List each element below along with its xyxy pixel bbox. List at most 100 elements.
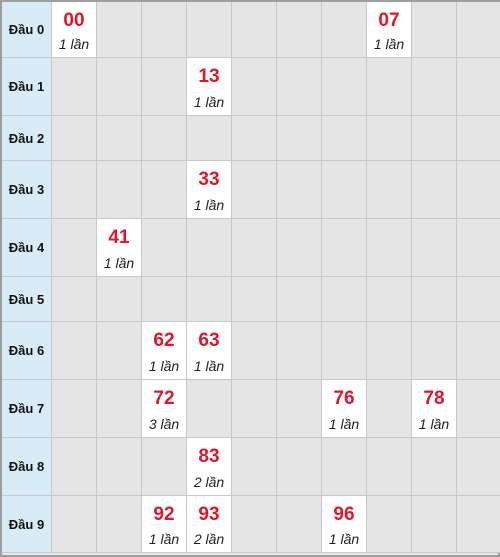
lottery-number: 62: [153, 330, 175, 351]
occurrence-count: 3 lần: [148, 416, 180, 432]
empty-cell: [97, 58, 142, 116]
empty-cell: [412, 116, 457, 161]
number-cell: 63 1 lần: [187, 322, 232, 380]
occurrence-count: 2 lần: [193, 474, 225, 490]
empty-cell: [457, 277, 500, 322]
occurrence-count: 1 lần: [193, 197, 225, 213]
occurrence-count: 1 lần: [193, 358, 225, 374]
empty-cell: [52, 58, 97, 116]
empty-cell: [187, 2, 232, 58]
row-header: Đầu 3: [2, 161, 52, 219]
number-cell: 96 1 lần: [322, 496, 367, 553]
table-row: Đầu 9 92 1 lần 93 2 lần 96 1 lần: [2, 496, 500, 553]
empty-cell: [322, 116, 367, 161]
row-header: Đầu 4: [2, 219, 52, 277]
empty-cell: [97, 322, 142, 380]
lottery-number: 41: [108, 227, 130, 248]
empty-cell: [277, 322, 322, 380]
number-cell: 13 1 lần: [187, 58, 232, 116]
empty-cell: [232, 219, 277, 277]
empty-cell: [367, 219, 412, 277]
number-cell: 72 3 lần: [142, 380, 187, 438]
row-header: Đầu 1: [2, 58, 52, 116]
empty-cell: [457, 58, 500, 116]
empty-cell: [277, 58, 322, 116]
number-cell: 00 1 lần: [52, 2, 97, 58]
empty-cell: [187, 277, 232, 322]
table-row: Đầu 0 00 1 lần 07 1 lần: [2, 2, 500, 58]
empty-cell: [412, 322, 457, 380]
occurrence-count: 1 lần: [58, 36, 90, 52]
table-row: Đầu 4 41 1 lần: [2, 219, 500, 277]
empty-cell: [277, 496, 322, 553]
row-header: Đầu 9: [2, 496, 52, 553]
empty-cell: [412, 2, 457, 58]
number-cell: 78 1 lần: [412, 380, 457, 438]
empty-cell: [97, 277, 142, 322]
lottery-number: 00: [63, 10, 85, 31]
occurrence-count: 1 lần: [373, 36, 405, 52]
lottery-number: 83: [198, 446, 220, 467]
empty-cell: [187, 116, 232, 161]
empty-cell: [457, 2, 500, 58]
occurrence-count: 1 lần: [193, 94, 225, 110]
empty-cell: [322, 161, 367, 219]
table-row: Đầu 3 33 1 lần: [2, 161, 500, 219]
empty-cell: [457, 438, 500, 496]
empty-cell: [367, 496, 412, 553]
empty-cell: [142, 161, 187, 219]
empty-cell: [367, 277, 412, 322]
lottery-number: 76: [333, 388, 355, 409]
empty-cell: [457, 322, 500, 380]
number-cell: 41 1 lần: [97, 219, 142, 277]
empty-cell: [97, 116, 142, 161]
empty-cell: [457, 116, 500, 161]
empty-cell: [412, 438, 457, 496]
empty-cell: [142, 219, 187, 277]
occurrence-count: 1 lần: [103, 255, 135, 271]
empty-cell: [457, 219, 500, 277]
lottery-number: 93: [198, 504, 220, 525]
empty-cell: [367, 58, 412, 116]
empty-cell: [367, 380, 412, 438]
row-header: Đầu 6: [2, 322, 52, 380]
empty-cell: [97, 496, 142, 553]
empty-cell: [52, 219, 97, 277]
row-header: Đầu 7: [2, 380, 52, 438]
lottery-number: 63: [198, 330, 220, 351]
empty-cell: [142, 2, 187, 58]
occurrence-count: 2 lần: [193, 531, 225, 547]
table-row: Đầu 5: [2, 277, 500, 322]
empty-cell: [52, 116, 97, 161]
empty-cell: [97, 161, 142, 219]
empty-cell: [52, 277, 97, 322]
number-cell: 76 1 lần: [322, 380, 367, 438]
table-row: Đầu 6 62 1 lần 63 1 lần: [2, 322, 500, 380]
empty-cell: [232, 277, 277, 322]
occurrence-count: 1 lần: [328, 531, 360, 547]
empty-cell: [322, 438, 367, 496]
empty-cell: [232, 322, 277, 380]
empty-cell: [142, 116, 187, 161]
number-cell: 92 1 lần: [142, 496, 187, 553]
empty-cell: [232, 438, 277, 496]
empty-cell: [187, 380, 232, 438]
lottery-number: 96: [333, 504, 355, 525]
table-row: Đầu 7 72 3 lần 76 1 lần 78 1 lần: [2, 380, 500, 438]
lottery-number: 13: [198, 66, 220, 87]
empty-cell: [142, 277, 187, 322]
row-header: Đầu 2: [2, 116, 52, 161]
empty-cell: [457, 496, 500, 553]
empty-cell: [232, 496, 277, 553]
empty-cell: [232, 380, 277, 438]
number-cell: 33 1 lần: [187, 161, 232, 219]
table-row: Đầu 8 83 2 lần: [2, 438, 500, 496]
lottery-number: 92: [153, 504, 175, 525]
empty-cell: [142, 438, 187, 496]
empty-cell: [232, 58, 277, 116]
number-cell: 83 2 lần: [187, 438, 232, 496]
number-cell: 07 1 lần: [367, 2, 412, 58]
occurrence-count: 1 lần: [418, 416, 450, 432]
empty-cell: [277, 380, 322, 438]
